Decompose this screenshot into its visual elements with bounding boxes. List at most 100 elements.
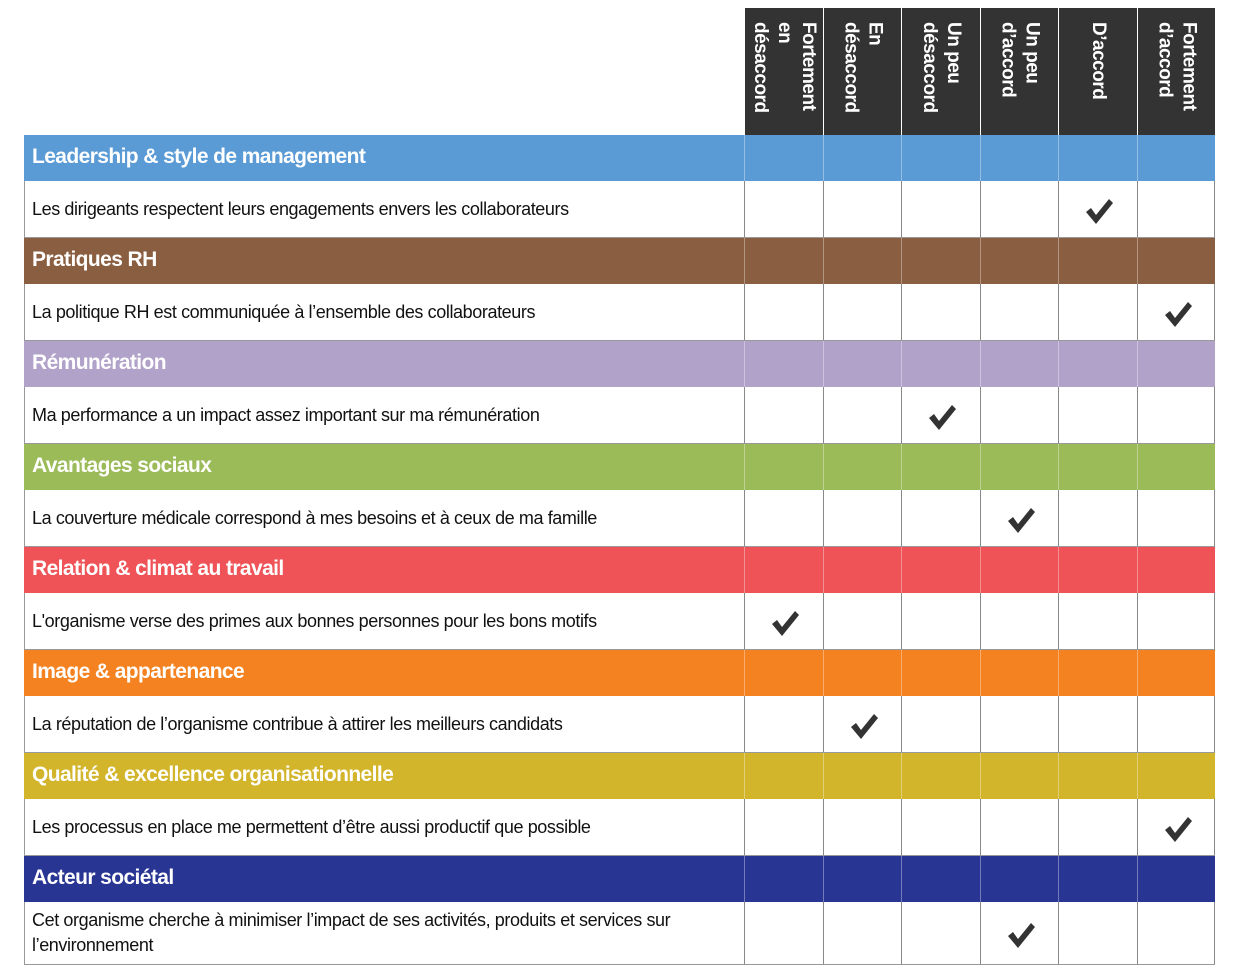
column-divider — [744, 181, 745, 238]
column-divider — [1136, 902, 1138, 965]
check-mark — [1164, 301, 1192, 327]
column-divider — [1136, 181, 1138, 238]
column-divider — [1214, 593, 1215, 650]
band-divider — [1058, 341, 1059, 387]
column-divider — [822, 902, 824, 965]
column-divider — [1058, 696, 1059, 753]
statement: Les dirigeants respectent leurs engageme… — [24, 181, 744, 238]
column-divider — [744, 902, 745, 965]
column-header-line: En désaccord — [840, 22, 886, 113]
check-mark — [1086, 198, 1114, 224]
band-divider — [979, 547, 981, 593]
statement: La politique RH est communiquée à l’ense… — [24, 284, 744, 341]
row-border — [744, 340, 1215, 341]
band-divider — [744, 753, 745, 799]
column-header-text: Fortement d’accord — [1152, 22, 1200, 110]
section-band: Pratiques RH — [24, 238, 1215, 284]
row-border — [744, 964, 1215, 965]
row-border — [744, 752, 1215, 753]
band-divider — [744, 444, 745, 490]
statement: L'organisme verse des primes aux bonnes … — [24, 593, 744, 650]
column-header-line: d’accord — [997, 22, 1019, 98]
column-divider — [1136, 799, 1138, 856]
column-divider — [1214, 181, 1215, 238]
section-band: Qualité & excellence organisationnelle — [24, 753, 1215, 799]
column-header-text: D’accord — [1086, 22, 1110, 99]
column-divider — [1214, 284, 1215, 341]
section-band: Avantages sociaux — [24, 444, 1215, 490]
column-divider — [1214, 799, 1215, 856]
section-title: Rémunération — [32, 351, 167, 374]
band-divider — [822, 341, 824, 387]
column-divider — [901, 593, 902, 650]
column-divider — [901, 799, 902, 856]
column-divider — [1058, 490, 1059, 547]
band-divider — [822, 650, 824, 696]
band-divider — [1136, 444, 1138, 490]
column-divider — [822, 387, 824, 444]
column-divider — [1058, 799, 1059, 856]
band-divider — [744, 650, 745, 696]
band-divider — [1215, 856, 1216, 902]
band-divider — [822, 856, 824, 902]
band-divider — [822, 238, 824, 284]
column-header-line: D’accord — [1087, 22, 1109, 100]
column-divider — [979, 387, 981, 444]
row-border — [744, 649, 1215, 650]
band-divider — [822, 547, 824, 593]
column-divider — [901, 902, 902, 965]
column-divider — [1058, 902, 1059, 965]
section-band: Image & appartenance — [24, 650, 1215, 696]
column-divider — [1058, 387, 1059, 444]
column-divider — [901, 181, 902, 238]
column-header-text: Fortement en désaccord — [748, 22, 820, 135]
band-divider — [979, 238, 981, 284]
column-divider — [1214, 490, 1215, 547]
band-divider — [1215, 341, 1216, 387]
column-header: En désaccord — [822, 8, 901, 135]
column-divider — [979, 593, 981, 650]
band-divider — [901, 547, 902, 593]
column-divider — [979, 799, 981, 856]
column-divider — [744, 696, 745, 753]
column-header: D’accord — [1058, 8, 1137, 135]
band-divider — [979, 650, 981, 696]
column-header: Fortement en désaccord — [744, 8, 823, 135]
band-divider — [1136, 341, 1138, 387]
row-border — [744, 855, 1215, 856]
column-divider — [1136, 490, 1138, 547]
column-divider — [744, 284, 745, 341]
band-divider — [901, 650, 902, 696]
column-divider — [744, 799, 745, 856]
band-divider — [744, 547, 745, 593]
band-divider — [901, 856, 902, 902]
statement: Les processus en place me permettent d’ê… — [24, 799, 744, 856]
band-divider — [744, 238, 745, 284]
column-header: Un peu d’accord — [979, 8, 1058, 135]
column-divider — [1058, 181, 1059, 238]
check-mark — [1164, 816, 1192, 842]
band-divider — [1058, 650, 1059, 696]
section-title: Image & appartenance — [32, 660, 245, 683]
band-divider — [1058, 753, 1059, 799]
section-title: Qualité & excellence organisationnelle — [32, 763, 394, 786]
column-divider — [822, 696, 824, 753]
check-mark — [850, 713, 878, 739]
section-title: Avantages sociaux — [32, 454, 212, 477]
band-divider — [822, 753, 824, 799]
column-header-line: Fortement — [797, 22, 819, 111]
band-divider — [1136, 135, 1138, 181]
band-divider — [744, 135, 745, 181]
column-divider — [901, 696, 902, 753]
band-divider — [822, 135, 824, 181]
check-mark — [772, 610, 800, 636]
band-divider — [1215, 650, 1216, 696]
column-divider — [744, 490, 745, 547]
statement: Cet organisme cherche à minimiser l’impa… — [24, 902, 744, 965]
column-header-line: désaccord — [918, 22, 940, 113]
section-band: Acteur sociétal — [24, 856, 1215, 902]
band-divider — [1215, 135, 1216, 181]
column-divider — [901, 387, 902, 444]
